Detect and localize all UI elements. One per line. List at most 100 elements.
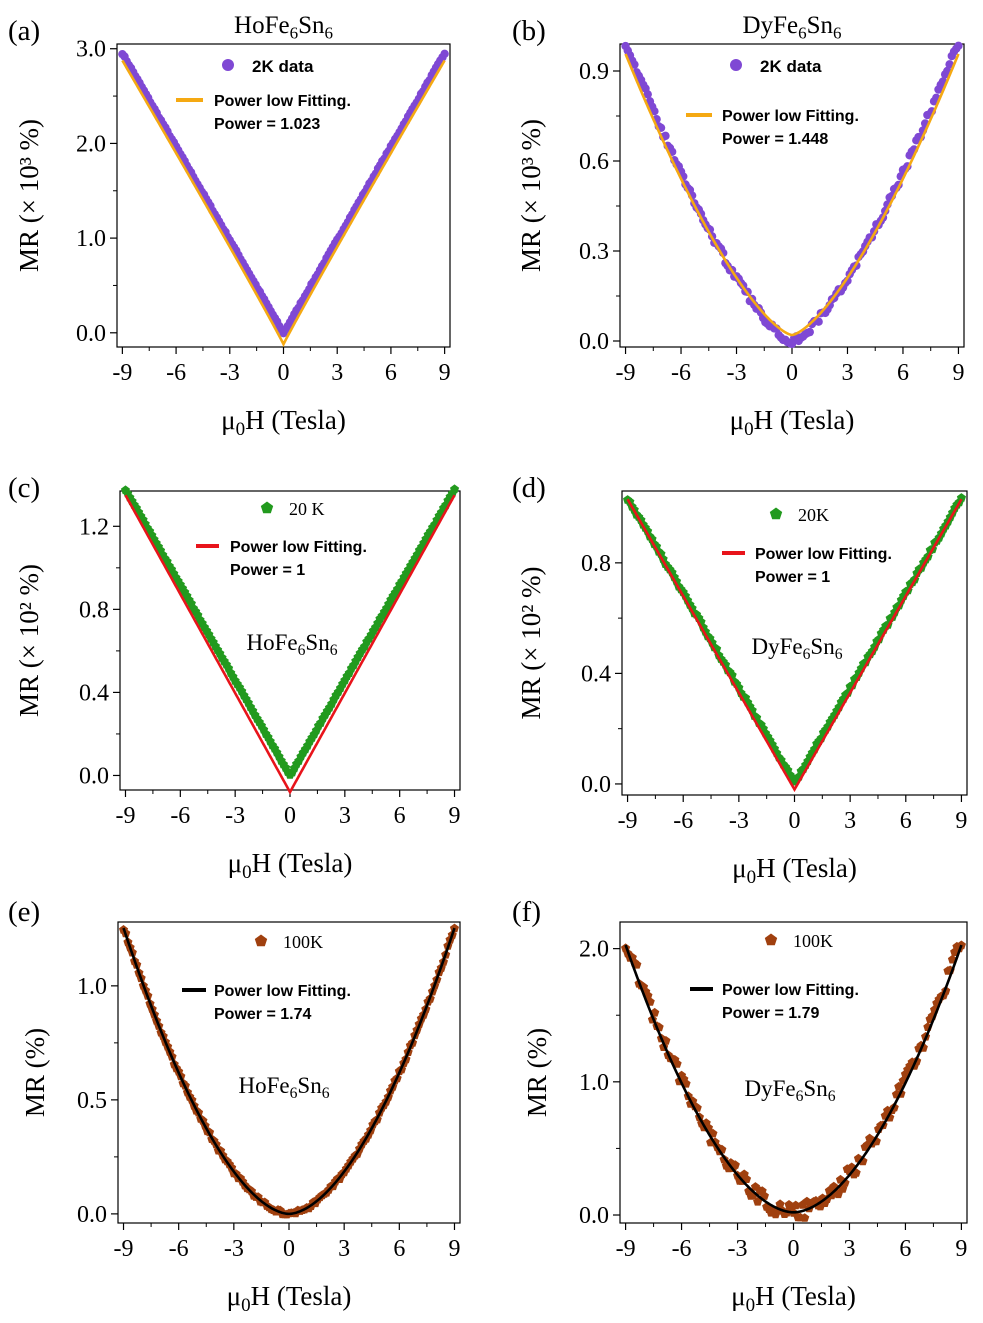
- x-axis-label: μ0H (Tesla): [221, 405, 346, 440]
- data-series: [621, 41, 963, 349]
- data-point: [630, 60, 639, 69]
- x-tick-label: -3: [727, 360, 747, 386]
- legend-fit-power: Power = 1.023: [214, 116, 320, 133]
- data-point: [753, 1196, 763, 1206]
- compound-label: HoFe6Sn6: [238, 1073, 329, 1102]
- legend-fit-label: Power low Fitting.: [214, 983, 351, 1000]
- data-series: [119, 923, 459, 1219]
- data-point: [450, 484, 460, 494]
- data-point: [643, 90, 652, 99]
- legend-data-marker: [222, 59, 234, 71]
- x-axis-label: μ0H (Tesla): [227, 1281, 352, 1316]
- data-point: [730, 1160, 740, 1169]
- legend-data-label: 100K: [283, 932, 323, 952]
- x-tick-label: -6: [673, 808, 693, 834]
- y-tick-label: 0.3: [579, 239, 609, 265]
- y-tick-label: 0.0: [581, 772, 611, 798]
- data-point: [791, 1200, 801, 1210]
- legend-data-label: 20K: [798, 505, 829, 525]
- data-point: [956, 493, 966, 502]
- data-point: [805, 327, 814, 337]
- x-tick-label: -6: [169, 1236, 189, 1262]
- y-axis-label: MR (× 10² %): [516, 566, 546, 719]
- data-point: [814, 317, 823, 326]
- legend-fit-label: Power low Fitting.: [755, 546, 892, 563]
- panel-label: (a): [8, 15, 40, 47]
- chart-panel-c: -9 -6 -3 0 3 6 9 0.0 0.4 0.8 1.2 μ0H (Tesla) MR (× 1…: [8, 472, 461, 883]
- panel-label: (d): [512, 472, 546, 504]
- data-point: [449, 923, 459, 933]
- x-tick-label: -9: [616, 1236, 636, 1262]
- y-tick-label: 0.0: [579, 1203, 609, 1229]
- y-axis-label: MR (%): [522, 1028, 552, 1117]
- x-tick-label: 9: [952, 360, 964, 386]
- fit-curve: [121, 59, 446, 348]
- fit-curve: [624, 944, 963, 1214]
- plot-frame: [116, 43, 451, 348]
- x-tick-label: 9: [449, 803, 461, 829]
- chart-panel-a: -9 -6 -3 0 3 6 9 0.0 1.0 2.0 3.0 μ0H (Tesla) MR (× 1…: [8, 12, 451, 440]
- x-tick-label: -6: [170, 803, 190, 829]
- x-tick-label: 9: [955, 808, 967, 834]
- x-tick-label: -9: [618, 808, 638, 834]
- legend-data-marker: [769, 507, 783, 520]
- fit-curve: [124, 494, 456, 795]
- x-tick-label: 0: [788, 1236, 800, 1262]
- legend-data-marker: [764, 933, 778, 946]
- x-tick-label: -6: [166, 360, 186, 386]
- compound-label: HoFe6Sn6: [246, 630, 337, 659]
- y-tick-label: 3.0: [76, 37, 106, 63]
- plot-frame: [619, 43, 965, 348]
- x-tick-label: 9: [448, 1236, 460, 1262]
- data-point: [650, 107, 659, 116]
- x-tick-label: 6: [899, 1236, 911, 1262]
- legend-fit-label: Power low Fitting.: [214, 93, 351, 110]
- legend-data-label: 20 K: [289, 499, 325, 519]
- x-tick-label: 3: [338, 1236, 350, 1262]
- chart-panel-d: -9 -6 -3 0 3 6 9 0.0 0.4 0.8 μ0H (Tesla) MR (× 10² …: [512, 472, 968, 888]
- x-tick-label: 6: [393, 1236, 405, 1262]
- y-tick-label: 1.0: [579, 1070, 609, 1096]
- x-tick-label: 6: [900, 808, 912, 834]
- panel-label: (e): [8, 896, 40, 928]
- data-point: [956, 940, 966, 950]
- x-tick-label: 3: [339, 803, 351, 829]
- y-axis-label: MR (× 10³ %): [516, 119, 546, 272]
- y-tick-label: 0.0: [77, 1202, 107, 1228]
- chart-title: HoFe6Sn6: [234, 12, 333, 43]
- x-tick-label: -6: [672, 1236, 692, 1262]
- x-tick-label: 9: [439, 360, 451, 386]
- y-tick-label: 0.0: [76, 321, 106, 347]
- legend-fit-power: Power = 1.74: [214, 1006, 311, 1023]
- x-tick-label: -9: [115, 803, 135, 829]
- x-tick-label: 3: [844, 808, 856, 834]
- data-point: [954, 41, 963, 50]
- panel-label: (f): [512, 896, 541, 928]
- x-axis-label: μ0H (Tesla): [731, 1281, 856, 1316]
- chart-panel-f: -9 -6 -3 0 3 6 9 0.0 1.0 2.0 μ0H (Tesla) MR (%) (f) D…: [512, 896, 968, 1316]
- legend-fit-label: Power low Fitting.: [722, 108, 859, 125]
- data-point: [440, 49, 449, 58]
- chart-panel-b: -9 -6 -3 0 3 6 9 0.0 0.3 0.6 0.9 μ0H (Tesla) MR (× 1…: [512, 12, 965, 440]
- legend-data-marker: [254, 934, 268, 947]
- legend-fit-power: Power = 1: [230, 562, 305, 579]
- y-tick-label: 0.9: [579, 59, 609, 85]
- x-tick-label: 0: [786, 360, 798, 386]
- y-axis-label: MR (%): [20, 1028, 50, 1117]
- x-tick-label: -3: [224, 1236, 244, 1262]
- fit-curve: [626, 498, 963, 793]
- y-tick-label: 0.0: [579, 329, 609, 355]
- x-tick-label: 3: [841, 360, 853, 386]
- legend: 2K data Power low Fitting. Power = 1.448: [686, 57, 859, 148]
- legend-data-label: 2K data: [760, 57, 822, 76]
- x-tick-label: -9: [114, 1236, 134, 1262]
- x-tick-label: 3: [843, 1236, 855, 1262]
- data-point: [945, 60, 954, 69]
- x-tick-label: 0: [789, 808, 801, 834]
- x-tick-label: 3: [331, 360, 343, 386]
- chart-panel-e: -9 -6 -3 0 3 6 9 0.0 0.5 1.0 μ0H (Tesla) MR (%) (e) H…: [8, 896, 461, 1316]
- legend: 20K Power low Fitting. Power = 1: [722, 505, 892, 586]
- x-tick-label: 6: [385, 360, 397, 386]
- x-axis-label: μ0H (Tesla): [228, 848, 353, 883]
